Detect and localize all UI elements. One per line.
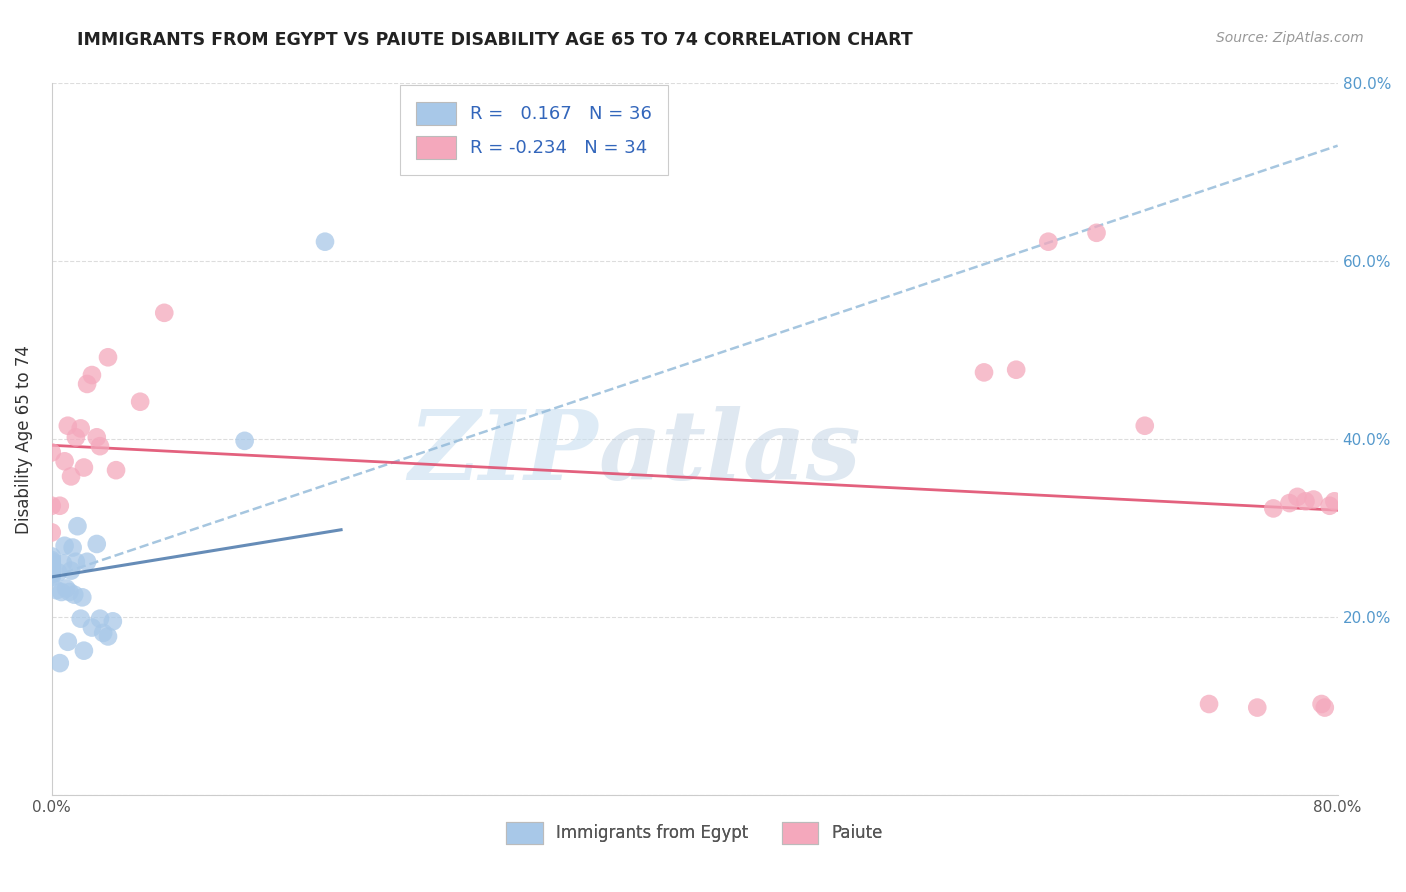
Point bbox=[60, 469, 83, 483]
Text: ZIP: ZIP bbox=[409, 406, 598, 500]
Point bbox=[41, 557, 63, 571]
Point bbox=[53, 454, 76, 468]
Point bbox=[1313, 700, 1336, 714]
Point bbox=[65, 555, 87, 569]
Point bbox=[41, 567, 63, 582]
Point bbox=[41, 525, 63, 540]
Point bbox=[97, 630, 120, 644]
Point bbox=[1310, 697, 1333, 711]
Point bbox=[80, 621, 103, 635]
Point bbox=[1085, 226, 1108, 240]
Point bbox=[46, 566, 69, 580]
Point bbox=[129, 394, 152, 409]
Point bbox=[63, 588, 86, 602]
Y-axis label: Disability Age 65 to 74: Disability Age 65 to 74 bbox=[15, 344, 32, 533]
Point bbox=[1319, 499, 1341, 513]
Point bbox=[1302, 492, 1324, 507]
Point bbox=[56, 418, 79, 433]
Point bbox=[91, 626, 114, 640]
Point bbox=[45, 583, 67, 598]
Point bbox=[69, 421, 91, 435]
Text: Source: ZipAtlas.com: Source: ZipAtlas.com bbox=[1216, 31, 1364, 45]
Point bbox=[41, 445, 63, 459]
Point bbox=[973, 365, 995, 379]
Point bbox=[41, 566, 63, 580]
Point bbox=[69, 612, 91, 626]
Point bbox=[73, 460, 96, 475]
Point bbox=[49, 499, 72, 513]
Point bbox=[86, 537, 108, 551]
Point bbox=[1295, 494, 1317, 508]
Point bbox=[1323, 494, 1346, 508]
Point bbox=[53, 539, 76, 553]
Point bbox=[66, 519, 89, 533]
Point bbox=[49, 656, 72, 670]
Point bbox=[51, 585, 73, 599]
Point bbox=[65, 430, 87, 444]
Point bbox=[41, 553, 63, 567]
Point bbox=[1005, 362, 1028, 376]
Point bbox=[1198, 697, 1220, 711]
Point bbox=[60, 564, 83, 578]
Point bbox=[1246, 700, 1268, 714]
Point bbox=[1278, 496, 1301, 510]
Point bbox=[153, 306, 176, 320]
Point bbox=[314, 235, 336, 249]
Point bbox=[97, 351, 120, 365]
Point bbox=[41, 560, 63, 574]
Point bbox=[56, 634, 79, 648]
Point bbox=[76, 376, 98, 391]
Point bbox=[72, 591, 94, 605]
Point bbox=[55, 582, 77, 596]
Point bbox=[1286, 490, 1309, 504]
Point bbox=[41, 549, 63, 564]
Point bbox=[89, 612, 111, 626]
Point bbox=[1038, 235, 1060, 249]
Point bbox=[105, 463, 128, 477]
Point bbox=[41, 570, 63, 584]
Point bbox=[101, 615, 124, 629]
Text: IMMIGRANTS FROM EGYPT VS PAIUTE DISABILITY AGE 65 TO 74 CORRELATION CHART: IMMIGRANTS FROM EGYPT VS PAIUTE DISABILI… bbox=[77, 31, 912, 49]
Point bbox=[41, 564, 63, 578]
Point bbox=[41, 561, 63, 575]
Point bbox=[76, 555, 98, 569]
Point bbox=[58, 585, 80, 599]
Point bbox=[1133, 418, 1156, 433]
Point bbox=[41, 555, 63, 569]
Point bbox=[80, 368, 103, 382]
Point bbox=[41, 499, 63, 513]
Point bbox=[1263, 501, 1285, 516]
Point bbox=[62, 541, 84, 555]
Point bbox=[73, 643, 96, 657]
Point bbox=[52, 557, 75, 571]
Point bbox=[86, 430, 108, 444]
Point bbox=[233, 434, 256, 448]
Text: atlas: atlas bbox=[598, 406, 860, 500]
Legend: Immigrants from Egypt, Paiute: Immigrants from Egypt, Paiute bbox=[499, 815, 890, 850]
Point bbox=[89, 439, 111, 453]
